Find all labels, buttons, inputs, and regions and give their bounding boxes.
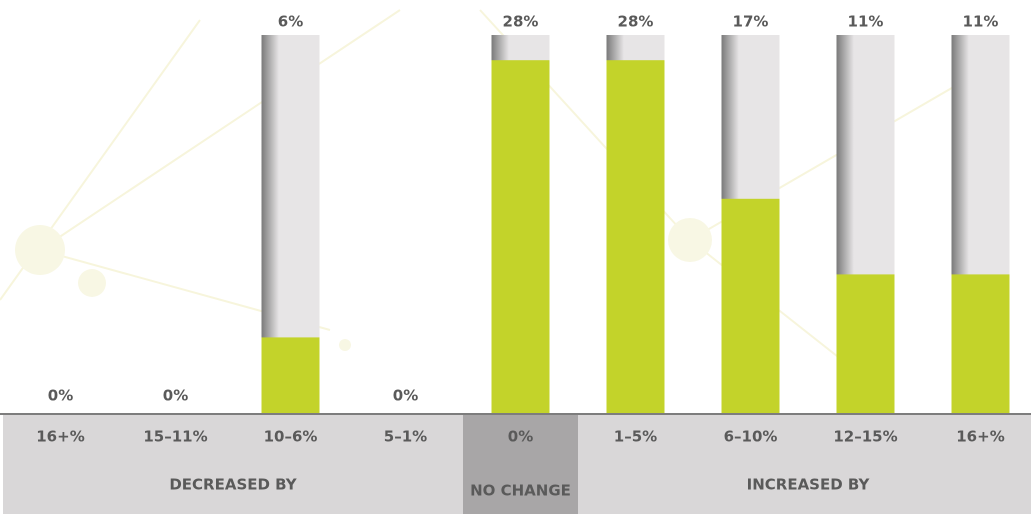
value-label: 6% (278, 13, 303, 31)
bar (492, 60, 550, 413)
bar (607, 60, 665, 413)
group-label: DECREASED BY (169, 476, 297, 494)
bar (952, 274, 1010, 413)
value-label: 0% (163, 387, 188, 405)
bar (722, 199, 780, 413)
x-tick-label: 6–10% (724, 428, 778, 446)
value-label: 17% (733, 13, 769, 31)
chart: DECREASED BY 16+% 15–11% 10–6% 5–1% NO CHANGE… (0, 0, 1031, 514)
value-label: 11% (848, 13, 884, 31)
x-tick-label: 16+% (956, 428, 1004, 446)
bar (837, 274, 895, 413)
x-tick-label: 12–15% (833, 428, 897, 446)
x-tick-label: 0% (508, 428, 533, 446)
x-tick-label: 1–5% (614, 428, 657, 446)
x-tick-label: 16+% (36, 428, 84, 446)
value-label: 0% (393, 387, 418, 405)
x-tick-label: 5–1% (384, 428, 427, 446)
value-label: 11% (963, 13, 999, 31)
x-tick-label: 10–6% (264, 428, 318, 446)
value-label: 28% (618, 13, 654, 31)
group-label: INCREASED BY (747, 476, 871, 494)
value-label: 0% (48, 387, 73, 405)
group-label: NO CHANGE (470, 482, 571, 500)
bar (262, 337, 320, 413)
value-label: 28% (503, 13, 539, 31)
x-tick-label: 15–11% (143, 428, 207, 446)
